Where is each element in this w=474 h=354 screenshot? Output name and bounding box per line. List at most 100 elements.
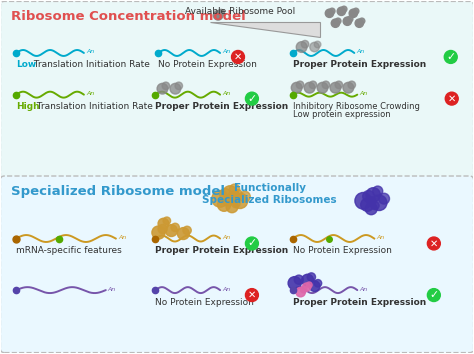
Circle shape	[310, 42, 319, 52]
Circle shape	[163, 217, 171, 224]
Circle shape	[366, 188, 380, 202]
Circle shape	[347, 16, 353, 22]
Circle shape	[337, 7, 346, 16]
Text: Proper Protein Expression: Proper Protein Expression	[292, 298, 426, 307]
Text: Specialized Ribosome model: Specialized Ribosome model	[11, 185, 225, 198]
Text: High: High	[16, 102, 40, 110]
Text: Proper Protein Expression: Proper Protein Expression	[292, 60, 426, 69]
Circle shape	[355, 19, 364, 27]
Text: No Protein Expression: No Protein Expression	[158, 60, 257, 69]
Circle shape	[341, 6, 347, 12]
Text: No Protein Expression: No Protein Expression	[155, 298, 255, 307]
Text: ✓: ✓	[247, 239, 256, 249]
Circle shape	[218, 10, 225, 16]
Circle shape	[348, 81, 356, 88]
Text: Translation Initiation Rate: Translation Initiation Rate	[31, 60, 150, 69]
Circle shape	[157, 83, 168, 94]
Text: An: An	[359, 91, 367, 96]
Circle shape	[428, 289, 440, 302]
Circle shape	[373, 186, 383, 196]
Circle shape	[343, 17, 352, 25]
Text: Proper Protein Expression: Proper Protein Expression	[155, 102, 289, 110]
Circle shape	[296, 287, 305, 297]
Circle shape	[246, 289, 258, 302]
Circle shape	[322, 81, 329, 88]
Circle shape	[219, 189, 231, 200]
Text: Proper Protein Expression: Proper Protein Expression	[155, 246, 289, 256]
Circle shape	[325, 9, 334, 17]
Circle shape	[301, 40, 309, 48]
Text: An: An	[222, 287, 230, 292]
Circle shape	[158, 218, 169, 229]
Circle shape	[231, 51, 245, 63]
Text: Low: Low	[16, 60, 36, 69]
Circle shape	[296, 81, 304, 88]
Circle shape	[288, 276, 301, 290]
Text: mRNA-specific features: mRNA-specific features	[16, 246, 122, 256]
Circle shape	[234, 189, 242, 198]
Text: ✓: ✓	[247, 93, 256, 104]
Circle shape	[223, 186, 237, 200]
Circle shape	[317, 82, 328, 93]
Circle shape	[239, 191, 250, 202]
Circle shape	[301, 274, 313, 286]
Text: An: An	[359, 287, 367, 292]
Circle shape	[213, 11, 223, 20]
Circle shape	[212, 190, 228, 207]
Text: Available Ribosome Pool: Available Ribosome Pool	[185, 7, 295, 16]
Circle shape	[158, 224, 167, 234]
Circle shape	[309, 281, 320, 291]
Circle shape	[306, 282, 312, 288]
Circle shape	[444, 51, 457, 63]
Circle shape	[309, 81, 317, 88]
Circle shape	[307, 273, 316, 281]
Circle shape	[330, 82, 341, 93]
Circle shape	[183, 226, 191, 235]
Circle shape	[428, 237, 440, 250]
Text: An: An	[222, 91, 230, 96]
Circle shape	[292, 82, 302, 93]
Circle shape	[152, 226, 165, 239]
Text: ✓: ✓	[446, 52, 456, 62]
Text: Inhibitory Ribosome Crowding: Inhibitory Ribosome Crowding	[292, 102, 419, 110]
Polygon shape	[210, 22, 319, 37]
Circle shape	[365, 203, 377, 215]
Circle shape	[353, 8, 359, 14]
Text: ✓: ✓	[429, 290, 438, 300]
Text: An: An	[222, 235, 230, 240]
Circle shape	[224, 197, 233, 206]
Text: ✕: ✕	[248, 290, 256, 300]
Circle shape	[363, 190, 374, 202]
Circle shape	[302, 283, 311, 291]
Circle shape	[335, 18, 341, 24]
Circle shape	[314, 280, 322, 287]
Text: An: An	[356, 50, 365, 55]
Circle shape	[371, 201, 379, 210]
Text: An: An	[376, 235, 384, 240]
Circle shape	[294, 275, 303, 284]
Circle shape	[301, 286, 307, 293]
Text: ✕: ✕	[430, 239, 438, 249]
Circle shape	[296, 42, 307, 52]
Text: ✕: ✕	[447, 93, 456, 104]
Circle shape	[355, 193, 372, 209]
Text: No Protein Expression: No Protein Expression	[292, 246, 392, 256]
Circle shape	[349, 9, 357, 17]
Circle shape	[228, 191, 240, 203]
Circle shape	[372, 195, 387, 211]
Text: An: An	[86, 91, 94, 96]
Circle shape	[367, 197, 376, 206]
Text: An: An	[222, 50, 230, 55]
FancyBboxPatch shape	[0, 176, 474, 353]
Text: Low protein expression: Low protein expression	[292, 109, 390, 119]
Circle shape	[232, 199, 240, 208]
Circle shape	[162, 82, 170, 90]
Circle shape	[304, 82, 315, 93]
Circle shape	[379, 193, 390, 204]
Circle shape	[170, 83, 181, 94]
Text: Functionally
Specialized Ribosomes: Functionally Specialized Ribosomes	[202, 183, 337, 205]
Circle shape	[329, 8, 335, 14]
Circle shape	[246, 237, 258, 250]
Text: Ribosome Concentration model: Ribosome Concentration model	[11, 10, 246, 23]
Circle shape	[343, 82, 354, 93]
